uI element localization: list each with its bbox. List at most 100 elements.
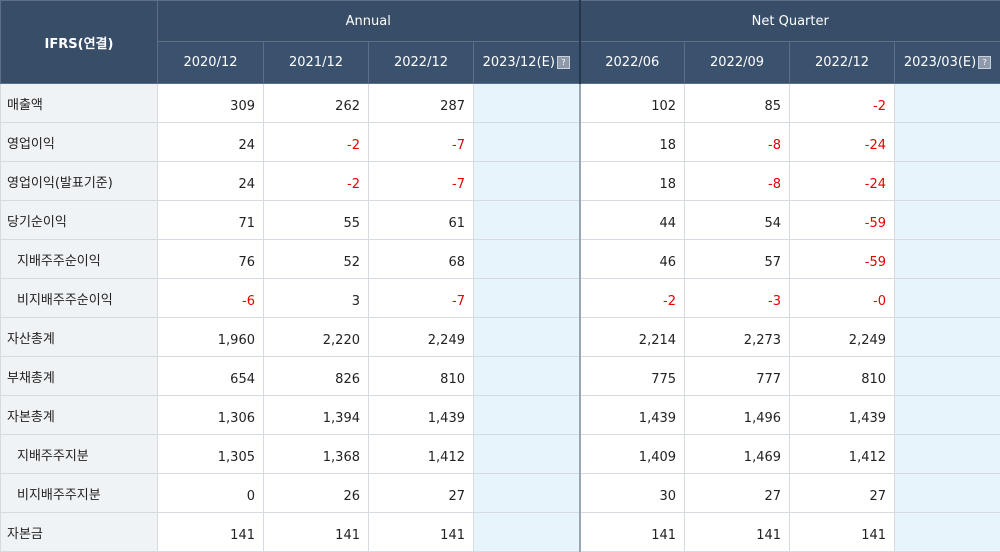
period-label: 2022/09 <box>710 55 765 70</box>
value-cell: 1,306 <box>157 395 264 435</box>
value-cell: -24 <box>789 122 896 162</box>
value-cell: 61 <box>368 200 474 240</box>
table-row: 자산총계 1,960 2,220 2,249 2,214 2,273 2,249 <box>0 317 1000 357</box>
value-cell: 2,249 <box>789 317 896 357</box>
period-label: 2022/06 <box>605 55 660 70</box>
value-cell: -7 <box>368 122 474 162</box>
table-row: 매출액 309 262 287 102 85 -2 <box>0 83 1000 123</box>
period-label: 2022/12 <box>815 55 870 70</box>
value-cell: -8 <box>684 122 791 162</box>
value-cell: 55 <box>263 200 369 240</box>
table-row: 당기순이익 71 55 61 44 54 -59 <box>0 200 1000 240</box>
value-cell: 68 <box>368 239 474 279</box>
table-row: 영업이익 24 -2 -7 18 -8 -24 <box>0 122 1000 162</box>
row-label: 자본금 <box>0 512 158 552</box>
net-quarter-group-header: Net Quarter <box>579 0 1000 42</box>
value-cell: 810 <box>789 356 896 396</box>
help-icon[interactable]: ? <box>978 56 992 69</box>
value-cell: 2,220 <box>263 317 369 357</box>
table-row: 비지배주주지분 0 26 27 30 27 27 <box>0 473 1000 513</box>
value-cell: 1,439 <box>579 395 686 435</box>
value-cell <box>472 278 581 318</box>
value-cell: 27 <box>789 473 896 513</box>
value-cell: 18 <box>579 122 686 162</box>
value-cell: 57 <box>684 239 791 279</box>
value-cell: 1,305 <box>157 434 264 474</box>
value-cell: 27 <box>684 473 791 513</box>
value-cell: -0 <box>789 278 896 318</box>
row-label: 자산총계 <box>0 317 158 357</box>
period-header: 2022/12 <box>789 41 896 84</box>
value-cell <box>894 317 1000 357</box>
value-cell: 52 <box>263 239 369 279</box>
value-cell <box>472 200 581 240</box>
value-cell: 30 <box>579 473 686 513</box>
value-cell: -6 <box>157 278 264 318</box>
value-cell <box>894 83 1000 123</box>
value-cell: 810 <box>368 356 474 396</box>
value-cell: -2 <box>263 122 369 162</box>
value-cell: 1,394 <box>263 395 369 435</box>
value-cell: -59 <box>789 239 896 279</box>
ifrs-basis-header: IFRS(연결) <box>0 0 158 84</box>
value-cell <box>894 278 1000 318</box>
value-cell <box>894 161 1000 201</box>
period-label: 2021/12 <box>288 55 343 70</box>
table-row: 부채총계 654 826 810 775 777 810 <box>0 356 1000 396</box>
value-cell: 2,273 <box>684 317 791 357</box>
value-cell <box>894 434 1000 474</box>
value-cell: 309 <box>157 83 264 123</box>
annual-group-header: Annual <box>156 0 581 42</box>
value-cell: 1,412 <box>789 434 896 474</box>
value-cell: -24 <box>789 161 896 201</box>
value-cell: 54 <box>684 200 791 240</box>
value-cell: 141 <box>263 512 369 552</box>
period-header: 2022/06 <box>579 41 686 84</box>
value-cell <box>472 473 581 513</box>
value-cell <box>894 200 1000 240</box>
table-row: 자본총계 1,306 1,394 1,439 1,439 1,496 1,439 <box>0 395 1000 435</box>
table-row: 지배주주지분 1,305 1,368 1,412 1,409 1,469 1,412 <box>0 434 1000 474</box>
value-cell <box>894 473 1000 513</box>
value-cell: 85 <box>684 83 791 123</box>
value-cell: 27 <box>368 473 474 513</box>
value-cell: 141 <box>157 512 264 552</box>
row-label: 당기순이익 <box>0 200 158 240</box>
value-cell: 262 <box>263 83 369 123</box>
value-cell: 1,469 <box>684 434 791 474</box>
value-cell: 71 <box>157 200 264 240</box>
period-label: 2020/12 <box>183 55 238 70</box>
value-cell: 0 <box>157 473 264 513</box>
row-label: 지배주주지분 <box>0 434 158 474</box>
table-row: 지배주주순이익 76 52 68 46 57 -59 <box>0 239 1000 279</box>
period-header: 2020/12 <box>157 41 264 84</box>
value-cell: 1,368 <box>263 434 369 474</box>
value-cell: -2 <box>263 161 369 201</box>
value-cell: 1,496 <box>684 395 791 435</box>
value-cell <box>472 356 581 396</box>
value-cell <box>472 512 581 552</box>
period-label: 2022/12 <box>393 55 448 70</box>
value-cell <box>894 512 1000 552</box>
value-cell: -7 <box>368 161 474 201</box>
value-cell: -59 <box>789 200 896 240</box>
value-cell: 141 <box>368 512 474 552</box>
value-cell: -8 <box>684 161 791 201</box>
value-cell: 24 <box>157 161 264 201</box>
help-icon[interactable]: ? <box>556 56 570 69</box>
value-cell: 777 <box>684 356 791 396</box>
value-cell: 44 <box>579 200 686 240</box>
row-label: 영업이익 <box>0 122 158 162</box>
value-cell <box>894 395 1000 435</box>
table-row: 자본금 141 141 141 141 141 141 <box>0 512 1000 552</box>
value-cell: 654 <box>157 356 264 396</box>
value-cell: 102 <box>579 83 686 123</box>
value-cell: 2,214 <box>579 317 686 357</box>
value-cell: -7 <box>368 278 474 318</box>
value-cell: 141 <box>789 512 896 552</box>
value-cell: -3 <box>684 278 791 318</box>
value-cell <box>894 356 1000 396</box>
value-cell: 287 <box>368 83 474 123</box>
table-row: 비지배주주순이익 -6 3 -7 -2 -3 -0 <box>0 278 1000 318</box>
